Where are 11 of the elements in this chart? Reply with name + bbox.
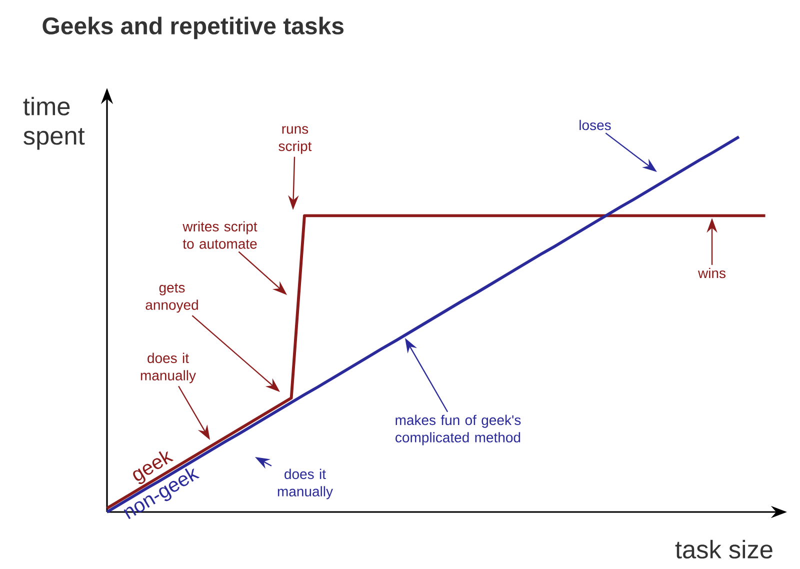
annotation: wins: [698, 268, 726, 278]
annotation: does it manually: [278, 468, 333, 500]
annotation: makes fun of geek's complicated method: [396, 414, 521, 446]
chart-title: Geeks and repetitive tasks: [42, 16, 344, 40]
y-axis-title: time spent: [23, 96, 85, 150]
annotation: gets annoyed: [146, 283, 198, 313]
x-axis-title: task size: [675, 540, 772, 559]
text: loses: [580, 120, 611, 130]
annotation: writes script to automate: [182, 221, 258, 249]
annotation: runs script: [278, 126, 312, 154]
annotation: does it manually: [140, 352, 196, 384]
